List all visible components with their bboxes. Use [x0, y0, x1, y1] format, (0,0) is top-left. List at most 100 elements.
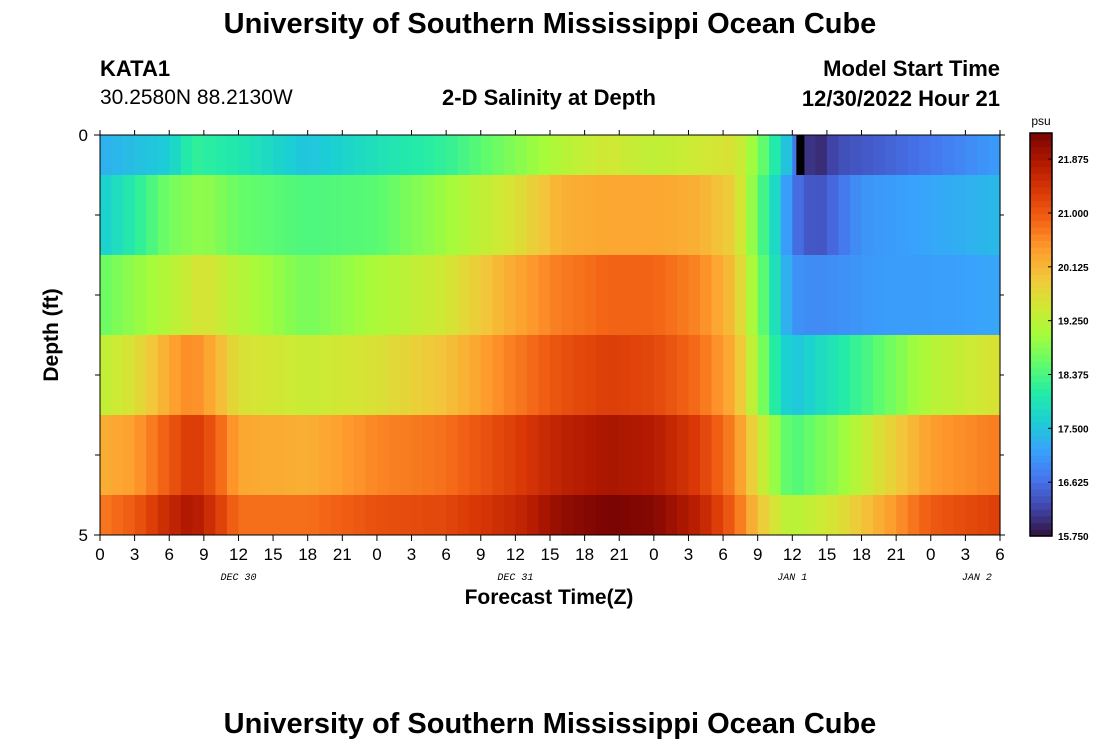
- station-name: KATA1: [100, 56, 171, 81]
- heatmap-cell: [492, 255, 505, 335]
- colorbar-swatch: [1030, 502, 1052, 510]
- heatmap-cell: [353, 335, 366, 415]
- heatmap-cell: [492, 495, 505, 535]
- colorbar-swatch: [1030, 227, 1052, 235]
- heatmap-cell: [769, 415, 782, 495]
- heatmap-cell: [734, 175, 747, 255]
- heatmap-cell: [100, 135, 113, 175]
- heatmap-cell: [757, 135, 770, 175]
- heatmap-cell: [769, 135, 782, 175]
- heatmap-cell: [146, 175, 159, 255]
- heatmap-cell: [330, 495, 343, 535]
- heatmap-cell: [365, 255, 378, 335]
- colorbar-swatch: [1030, 240, 1052, 248]
- heatmap-cell: [988, 175, 1001, 255]
- heatmap-cell: [665, 495, 678, 535]
- heatmap-cell: [630, 415, 643, 495]
- heatmap-cell: [711, 255, 724, 335]
- heatmap-cell: [388, 135, 401, 175]
- heatmap-cell: [700, 495, 713, 535]
- heatmap-cell: [157, 175, 170, 255]
- heatmap-cell: [469, 175, 482, 255]
- heatmap-cell: [965, 335, 978, 415]
- colorbar-swatch: [1030, 206, 1052, 215]
- heatmap-cell: [838, 495, 851, 535]
- heatmap-cell: [503, 415, 516, 495]
- heatmap-cell: [215, 415, 228, 495]
- heatmap-cell: [111, 255, 124, 335]
- colorbar-swatch: [1030, 166, 1052, 174]
- heatmap-cell: [123, 135, 136, 175]
- heatmap-cell: [976, 135, 990, 175]
- colorbar-swatch: [1030, 133, 1052, 141]
- heatmap-cell: [942, 495, 955, 535]
- heatmap-cell: [296, 175, 309, 255]
- heatmap-cell: [953, 255, 966, 335]
- heatmap-cell: [273, 255, 286, 335]
- heatmap-cell: [619, 335, 632, 415]
- heatmap-cell: [688, 175, 701, 255]
- heatmap-cell: [653, 255, 666, 335]
- x-tick-label: 12: [506, 545, 525, 564]
- heatmap-cell: [965, 255, 978, 335]
- heatmap-cell: [700, 335, 713, 415]
- colorbar: 21.875 21.000 20.125 19.250 18.375 17.500 16.6…: [1029, 132, 1089, 543]
- heatmap-cell: [192, 175, 205, 255]
- heatmap-cell: [907, 135, 920, 175]
- heatmap-cell: [215, 495, 228, 535]
- heatmap-cell: [619, 495, 632, 535]
- heatmap-cell: [734, 335, 747, 415]
- colorbar-swatch: [1030, 200, 1052, 208]
- heatmap-cell: [434, 135, 447, 175]
- heatmap-cell: [446, 175, 459, 255]
- heatmap-cell: [400, 255, 413, 335]
- heatmap-cell: [942, 135, 955, 175]
- heatmap-cell: [469, 495, 482, 535]
- x-axis-label: Forecast Time(Z): [465, 586, 634, 609]
- heatmap-cell: [907, 495, 920, 535]
- heatmap-cell: [826, 415, 840, 495]
- heatmap-cell: [619, 255, 632, 335]
- heatmap-cell: [642, 335, 655, 415]
- heatmap-cell: [192, 415, 205, 495]
- heatmap-cell: [330, 255, 343, 335]
- colorbar-swatch: [1030, 495, 1052, 504]
- heatmap-cell: [803, 135, 816, 175]
- heatmap-cell: [861, 175, 874, 255]
- colorbar-swatch: [1030, 314, 1052, 322]
- heatmap-cell: [953, 415, 966, 495]
- heatmap-cell: [930, 175, 943, 255]
- heatmap-cell: [769, 255, 782, 335]
- heatmap-cell: [803, 335, 816, 415]
- x-tick-label: 9: [753, 545, 762, 564]
- heatmap-cell: [261, 255, 274, 335]
- heatmap-cell: [826, 255, 840, 335]
- heatmap-cell: [988, 415, 1001, 495]
- station-coords: 30.2580N 88.2130W: [100, 86, 293, 109]
- heatmap-cell: [157, 135, 170, 175]
- heatmap-cell: [780, 415, 793, 495]
- colorbar-swatch: [1030, 415, 1052, 423]
- heatmap-cell: [192, 135, 205, 175]
- heatmap-cell: [988, 255, 1001, 335]
- x-tick-label: 3: [130, 545, 139, 564]
- heatmap-cell: [215, 135, 228, 175]
- heatmap-cell: [526, 415, 540, 495]
- heatmap-cell: [676, 495, 690, 535]
- heatmap-cell: [561, 495, 574, 535]
- heatmap-cell: [180, 255, 193, 335]
- colorbar-swatch: [1030, 488, 1052, 497]
- x-tick-label: 21: [610, 545, 629, 564]
- heatmap-cell: [850, 255, 863, 335]
- heatmap-cell: [896, 335, 909, 415]
- heatmap-cell: [688, 415, 701, 495]
- heatmap-cell: [169, 175, 182, 255]
- heatmap-cell: [965, 135, 978, 175]
- heatmap-cell: [907, 255, 920, 335]
- heatmap-cell: [411, 335, 424, 415]
- heatmap-cell: [826, 135, 840, 175]
- heatmap-cell: [284, 495, 297, 535]
- heatmap-cell: [873, 175, 886, 255]
- heatmap-cell: [700, 135, 713, 175]
- heatmap-cell: [734, 255, 747, 335]
